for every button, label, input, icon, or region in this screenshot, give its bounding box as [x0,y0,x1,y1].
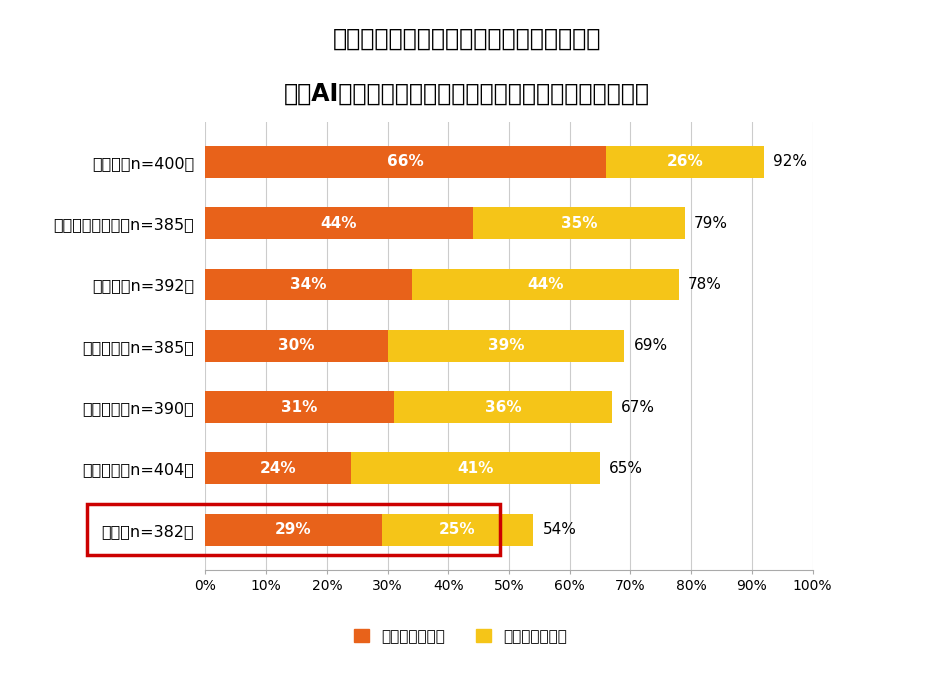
Text: 24%: 24% [260,461,297,476]
Bar [351,452,601,484]
Text: あなたの企業におけるマーケティングでの: あなたの企業におけるマーケティングでの [333,27,601,51]
Text: 29%: 29% [276,522,312,537]
Text: 44%: 44% [320,216,358,231]
Bar [412,268,679,300]
Bar [388,330,625,362]
Text: 92%: 92% [773,155,807,170]
Text: 67%: 67% [621,399,656,414]
Text: 31%: 31% [281,399,318,414]
Bar [382,514,533,546]
Text: 30%: 30% [278,338,315,353]
Bar [205,330,388,362]
Bar [205,391,394,423]
Text: 39%: 39% [488,338,524,353]
Text: 25%: 25% [439,522,475,537]
Text: 35%: 35% [560,216,597,231]
Text: 78%: 78% [688,277,722,292]
Bar [394,391,613,423]
Text: 79%: 79% [694,216,729,231]
Text: 36%: 36% [485,399,521,414]
Text: 34%: 34% [290,277,327,292]
Text: 65%: 65% [609,461,644,476]
Bar [205,207,473,239]
Bar [205,514,382,546]
Text: 66%: 66% [388,155,424,170]
Bar [205,146,606,178]
Text: 54%: 54% [543,522,576,537]
Bar [205,452,351,484]
Bar [205,268,412,300]
Bar [473,207,686,239]
Text: 生成AI活用状況を教えてください。　（他国との比較）: 生成AI活用状況を教えてください。 （他国との比較） [284,81,650,105]
Text: 69%: 69% [633,338,668,353]
Text: 26%: 26% [667,155,703,170]
Legend: 日常的に活用中, 実験的に活用中: 日常的に活用中, 実験的に活用中 [347,621,574,652]
Bar [606,146,764,178]
Text: 44%: 44% [527,277,564,292]
Text: 41%: 41% [458,461,494,476]
